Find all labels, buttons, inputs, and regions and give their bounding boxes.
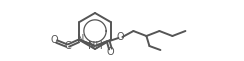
- Text: O: O: [51, 35, 58, 45]
- Text: C: C: [64, 41, 71, 51]
- Text: O: O: [117, 32, 124, 42]
- Text: NH: NH: [88, 41, 103, 51]
- Text: N: N: [77, 34, 84, 44]
- Text: O: O: [107, 47, 114, 57]
